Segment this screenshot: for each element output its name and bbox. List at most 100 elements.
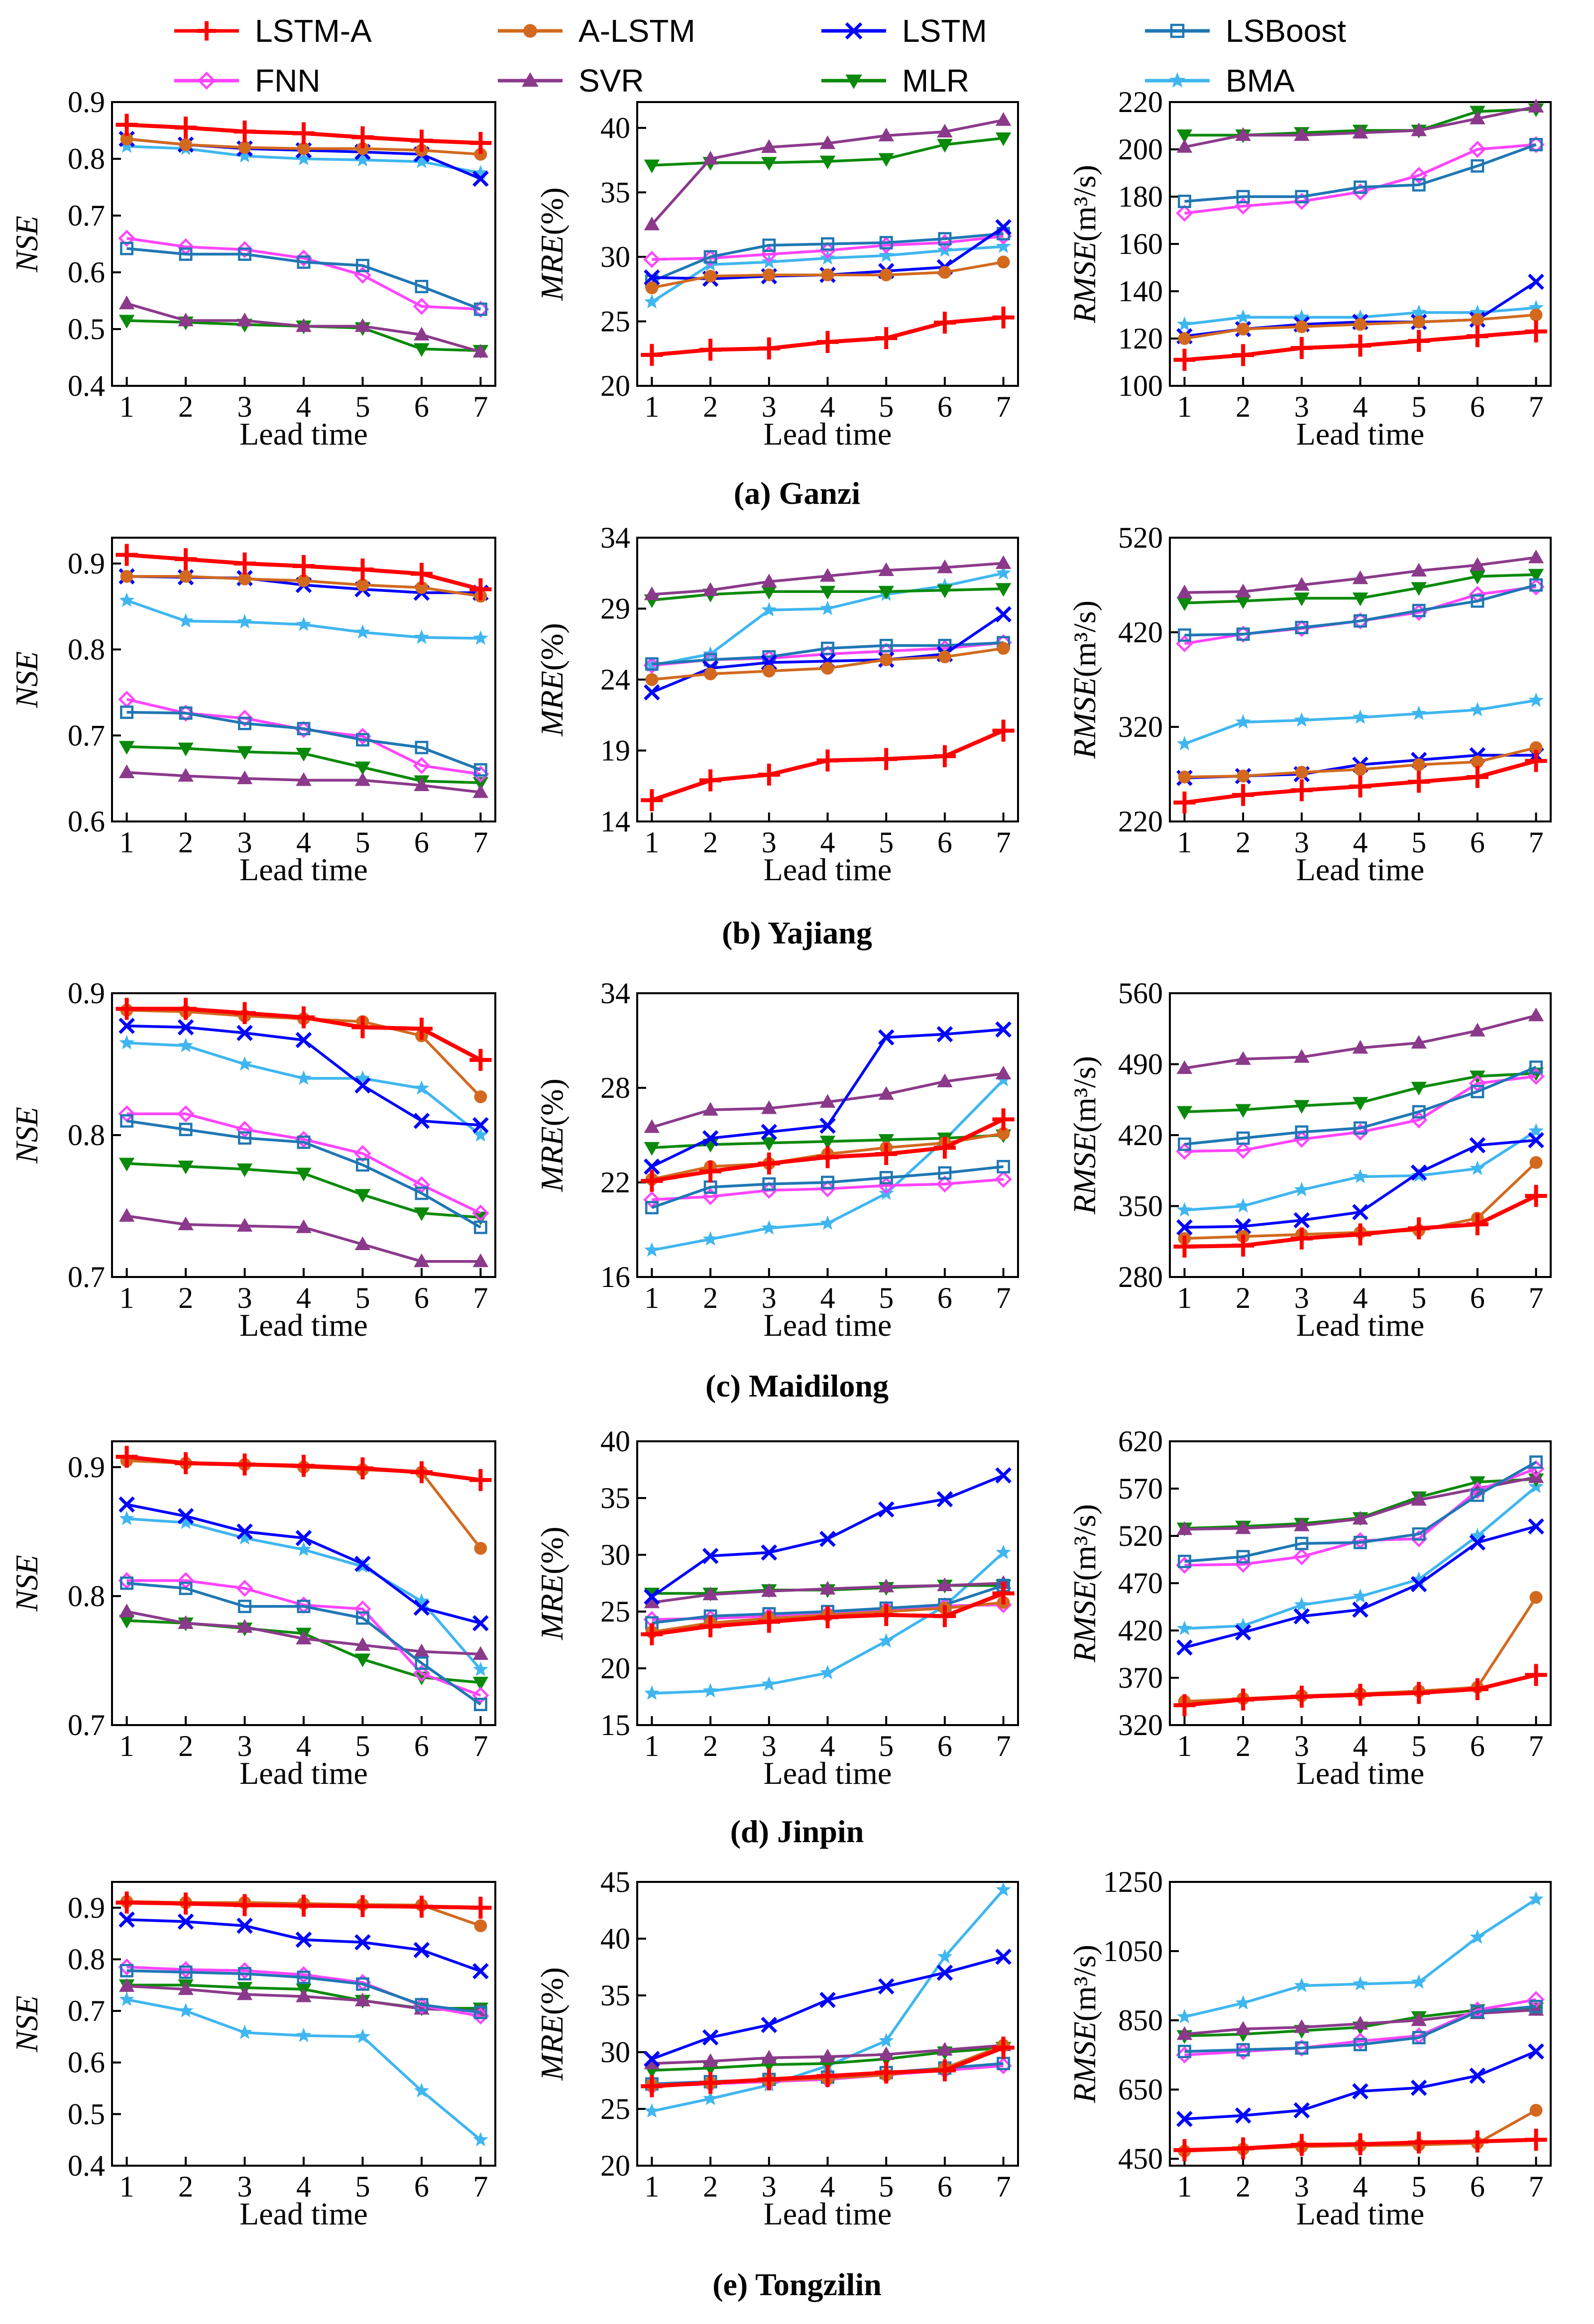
x-tick-label: 5 bbox=[1411, 390, 1426, 423]
x-axis-label: Lead time bbox=[1296, 416, 1425, 452]
y-tick-label: 25 bbox=[600, 305, 630, 338]
x-tick-label: 4 bbox=[1353, 826, 1368, 859]
x-tick-label: 5 bbox=[355, 1281, 370, 1314]
data-point-a-lstm bbox=[645, 673, 659, 686]
data-point-svr bbox=[472, 1253, 489, 1268]
data-point-lstm-a bbox=[699, 1160, 722, 1182]
data-point-svr bbox=[354, 318, 371, 332]
y-axis-label-metric: MRE bbox=[534, 1126, 569, 1192]
data-point-lstm-a bbox=[469, 578, 492, 600]
data-point-lstm-a bbox=[351, 126, 374, 148]
legend-label-lstm-a: LSTM-A bbox=[255, 13, 372, 49]
x-tick-label: 2 bbox=[178, 1281, 193, 1314]
data-point-lstm-a bbox=[1525, 2128, 1547, 2151]
y-tick-label: 0.7 bbox=[68, 1261, 105, 1293]
data-point-lstm-a bbox=[174, 548, 197, 571]
y-tick-label: 520 bbox=[1118, 521, 1163, 554]
data-point-lstm-a bbox=[1466, 1678, 1488, 1700]
panel-d-jinpin-rmse: 320 370 420 470 520 570 620 1 2 3 4 5 6 7 Lead time RMS… bbox=[1067, 1425, 1552, 1791]
data-point-lstm-a bbox=[641, 1623, 663, 1645]
data-point-lsboost bbox=[645, 657, 659, 671]
data-point-fnn bbox=[472, 1204, 489, 1222]
data-point-bma bbox=[473, 630, 488, 645]
series-lstm-a bbox=[1173, 2128, 1547, 2161]
legend-item-lstm: LSTM bbox=[821, 13, 987, 49]
data-point-bma bbox=[996, 565, 1011, 580]
data-point-svr bbox=[1352, 570, 1368, 584]
data-point-lstm-a bbox=[1466, 1213, 1488, 1236]
y-axis-label-unit: (%) bbox=[534, 187, 569, 235]
data-point-bma bbox=[820, 1215, 835, 1230]
x-tick-label: 7 bbox=[473, 1281, 488, 1314]
data-point-lsboost bbox=[415, 1656, 429, 1670]
data-point-fnn bbox=[1234, 197, 1252, 215]
data-point-svr bbox=[472, 1646, 489, 1660]
data-point-lstm bbox=[472, 170, 489, 187]
series-lsboost bbox=[120, 1964, 487, 2019]
data-point-svr bbox=[1528, 1007, 1544, 1022]
y-axis-label-metric: MRE bbox=[534, 671, 569, 737]
data-point-lstm-a bbox=[875, 1143, 898, 1165]
data-point-lstm bbox=[761, 1544, 778, 1561]
data-point-lstm-a bbox=[933, 2059, 956, 2082]
y-tick-label: 29 bbox=[600, 592, 630, 625]
data-point-svr bbox=[1176, 139, 1193, 153]
x-tick-label: 4 bbox=[1353, 1281, 1368, 1314]
x-tick-label: 1 bbox=[1177, 390, 1192, 423]
data-point-svr bbox=[118, 295, 135, 310]
series-lstm bbox=[118, 1496, 489, 1631]
series-lsboost bbox=[645, 1160, 1011, 1215]
data-point-lstm-a bbox=[758, 2068, 780, 2091]
data-point-svr bbox=[1470, 557, 1485, 571]
data-point-bma bbox=[996, 1544, 1011, 1559]
data-point-lstm-a bbox=[816, 331, 839, 353]
data-point-lstm bbox=[177, 1913, 194, 1930]
x-axis-label: Lead time bbox=[1296, 1755, 1425, 1791]
x-tick-label: 7 bbox=[1529, 1281, 1544, 1314]
data-point-lstm-a bbox=[115, 1891, 138, 1914]
data-point-svr bbox=[1411, 563, 1427, 577]
x-tick-label: 3 bbox=[237, 2170, 252, 2203]
y-axis-label: RMSE(m³/s) bbox=[1067, 1056, 1102, 1215]
data-point-lsboost bbox=[821, 641, 834, 655]
data-point-a-lstm bbox=[474, 1542, 487, 1555]
data-point-lstm-a bbox=[410, 1895, 433, 1918]
x-tick-label: 4 bbox=[296, 826, 311, 859]
data-point-lsboost bbox=[120, 1964, 134, 1977]
data-point-bma bbox=[1294, 1977, 1310, 1992]
x-tick-label: 7 bbox=[996, 390, 1011, 423]
x-tick-label: 7 bbox=[1529, 826, 1544, 859]
data-point-bma bbox=[878, 247, 894, 262]
y-tick-label: 420 bbox=[1118, 1119, 1163, 1152]
y-axis-label-metric: RMSE bbox=[1067, 2021, 1102, 2103]
x-tick-label: 2 bbox=[1236, 2170, 1251, 2203]
x-tick-label: 3 bbox=[237, 826, 252, 859]
y-tick-label: 16 bbox=[600, 1261, 630, 1293]
data-point-lstm-a bbox=[875, 2061, 898, 2084]
data-point-svr bbox=[472, 784, 489, 798]
data-point-a-lstm bbox=[938, 266, 951, 279]
data-point-fnn bbox=[354, 266, 371, 284]
y-tick-label: 20 bbox=[600, 1652, 630, 1685]
data-point-bma bbox=[296, 1070, 312, 1085]
data-point-lstm bbox=[644, 684, 660, 700]
y-tick-label: 200 bbox=[1118, 133, 1163, 166]
data-point-bma bbox=[1294, 712, 1310, 727]
data-point-lstm-a bbox=[292, 1894, 315, 1917]
y-axis-label: RMSE(m³/s) bbox=[1067, 165, 1102, 324]
data-point-bma bbox=[1353, 1588, 1368, 1603]
data-point-lsboost bbox=[179, 706, 193, 720]
data-point-svr bbox=[1294, 127, 1310, 141]
y-tick-label: 0.6 bbox=[68, 805, 105, 838]
y-axis-label: NSE bbox=[9, 651, 44, 708]
data-point-fnn bbox=[1469, 1482, 1486, 1499]
y-tick-label: 0.7 bbox=[68, 199, 105, 232]
data-point-a-lstm bbox=[821, 662, 834, 675]
y-axis-label: MRE(%) bbox=[534, 1526, 569, 1640]
data-point-lstm bbox=[878, 1029, 895, 1046]
data-point-lstm bbox=[1469, 1534, 1486, 1551]
legend: LSTM-A A-LSTM LSTM LSBoost FNN SVR MLR BMA bbox=[174, 13, 1346, 99]
data-point-lsboost bbox=[1412, 1527, 1426, 1541]
data-point-fnn bbox=[1176, 205, 1193, 222]
